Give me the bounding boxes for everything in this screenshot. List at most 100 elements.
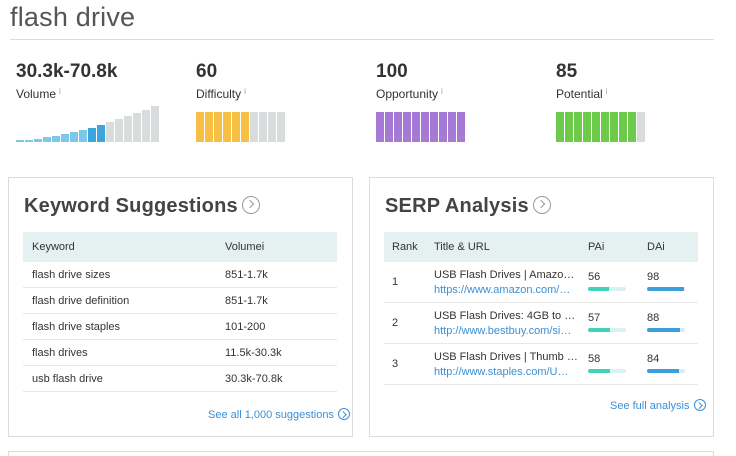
volume-cell: 101-200 <box>225 321 266 333</box>
metric-opportunity-value: 100 <box>376 61 408 82</box>
volume-bar <box>34 139 42 142</box>
meter-segment <box>403 112 411 142</box>
result-url-link[interactable]: http://www.bestbuy.com/site/usb-flash <box>434 325 574 337</box>
meter-segment <box>628 112 636 142</box>
metric-potential-value: 85 <box>556 61 578 82</box>
meter-segment <box>277 112 285 142</box>
meter-segment <box>205 112 213 142</box>
volume-sparkbars <box>16 106 160 142</box>
pa-bar <box>588 369 626 373</box>
keyword-cell: flash drive sizes <box>32 269 111 281</box>
da-value: 84 <box>647 353 660 365</box>
page-title: flash drive <box>10 2 136 32</box>
rank-cell: 3 <box>392 358 399 370</box>
metric-difficulty-value: 60 <box>196 61 218 82</box>
volume-bar <box>61 134 69 142</box>
info-icon[interactable]: i <box>605 87 608 96</box>
see-full-analysis-link[interactable]: See full analysis <box>610 399 706 412</box>
volume-cell: 11.5k-30.3k <box>225 347 282 359</box>
table-row[interactable]: flash drive staples 101-200 <box>23 314 337 340</box>
see-full-analysis-label: See full analysis <box>610 400 690 412</box>
meter-segment <box>394 112 402 142</box>
table-row[interactable]: flash drive definition 851-1.7k <box>23 288 337 314</box>
volume-bar <box>133 113 141 142</box>
see-all-suggestions-link[interactable]: See all 1,000 suggestions <box>208 408 350 421</box>
table-row: 1 USB Flash Drives | Amazon.com https://… <box>384 262 698 303</box>
meter-segment <box>601 112 609 142</box>
da-bar <box>647 287 685 291</box>
metric-opportunity-label: Opportunity <box>376 87 439 101</box>
info-icon[interactable]: i <box>601 241 605 253</box>
metric-difficulty: 60 Difficulty i <box>196 60 366 101</box>
metric-volume: 30.3k-70.8k Volume i <box>16 60 186 101</box>
meter-segment <box>637 112 645 142</box>
info-icon[interactable]: i <box>261 241 265 253</box>
chevron-right-circle-icon <box>693 399 706 412</box>
result-url-link[interactable]: https://www.amazon.com/USB-Flash-Drives <box>434 284 574 296</box>
table-row[interactable]: usb flash drive 30.3k-70.8k <box>23 366 337 392</box>
table-row[interactable]: flash drive sizes 851-1.7k <box>23 262 337 288</box>
volume-bar <box>115 119 123 142</box>
result-title: USB Flash Drives: 4GB to 128GB <box>434 310 579 322</box>
column-header-volume-label: Volume <box>225 241 262 253</box>
volume-cell: 851-1.7k <box>225 295 268 307</box>
keyword-suggestions-card: Keyword Suggestions <box>8 177 353 437</box>
volume-bar <box>151 106 159 142</box>
meter-segment <box>448 112 456 142</box>
meter-segment <box>574 112 582 142</box>
pa-value: 56 <box>588 271 601 283</box>
meter-segment <box>592 112 600 142</box>
da-bar <box>647 369 685 373</box>
metric-opportunity: 100 Opportunity i <box>376 60 546 101</box>
serp-table-header: Rank Title & URL PAi DAi <box>384 232 698 262</box>
meter-segment <box>421 112 429 142</box>
column-header-pa[interactable]: PAi <box>588 241 604 253</box>
volume-cell: 30.3k-70.8k <box>225 373 283 385</box>
column-header-rank[interactable]: Rank <box>392 241 418 253</box>
meter-segment <box>259 112 267 142</box>
info-icon[interactable]: i <box>244 87 246 96</box>
result-url-link[interactable]: http://www.staples.com/USB-Flash <box>434 366 574 378</box>
meter-segment <box>376 112 384 142</box>
meter-segment <box>430 112 438 142</box>
meter-segment <box>619 112 627 142</box>
volume-bar <box>43 137 51 142</box>
pa-bar <box>588 287 626 291</box>
metric-potential-label: Potential <box>556 87 603 101</box>
info-icon[interactable]: i <box>59 87 61 96</box>
table-row[interactable]: flash drives 11.5k-30.3k <box>23 340 337 366</box>
column-header-da[interactable]: DAi <box>647 241 665 253</box>
column-header-keyword[interactable]: Keyword <box>32 241 75 253</box>
next-card-edge <box>8 451 714 456</box>
keyword-table-header: Keyword Volumei <box>23 232 337 262</box>
chevron-right-circle-icon[interactable] <box>241 195 260 214</box>
chevron-right-circle-icon[interactable] <box>532 195 551 214</box>
meter-segment <box>439 112 447 142</box>
meter-segment <box>250 112 258 142</box>
meter-segment <box>232 112 240 142</box>
chevron-right-circle-icon <box>337 408 350 421</box>
meter-segment <box>457 112 465 142</box>
meter-segment <box>268 112 276 142</box>
column-header-volume[interactable]: Volumei <box>225 241 264 253</box>
meter-segment <box>223 112 231 142</box>
volume-bar <box>124 116 132 142</box>
table-row: 3 USB Flash Drives | Thumb Drives http:/… <box>384 344 698 385</box>
info-icon[interactable]: i <box>441 87 443 96</box>
metric-potential: 85 Potential i <box>556 60 726 101</box>
da-bar <box>647 328 685 332</box>
metric-volume-value: 30.3k-70.8k <box>16 61 118 82</box>
meter-segment <box>556 112 564 142</box>
volume-bar <box>142 110 150 142</box>
meter-segment <box>583 112 591 142</box>
column-header-title-url[interactable]: Title & URL <box>434 241 490 253</box>
metric-difficulty-label: Difficulty <box>196 87 242 101</box>
info-icon[interactable]: i <box>662 241 665 253</box>
opportunity-meter <box>376 112 466 142</box>
pa-value: 57 <box>588 312 601 324</box>
rank-cell: 1 <box>392 276 399 288</box>
keyword-cell: flash drive staples <box>32 321 121 333</box>
volume-bar <box>79 130 87 142</box>
meter-segment <box>196 112 204 142</box>
serp-analysis-title: SERP Analysis <box>385 195 529 217</box>
